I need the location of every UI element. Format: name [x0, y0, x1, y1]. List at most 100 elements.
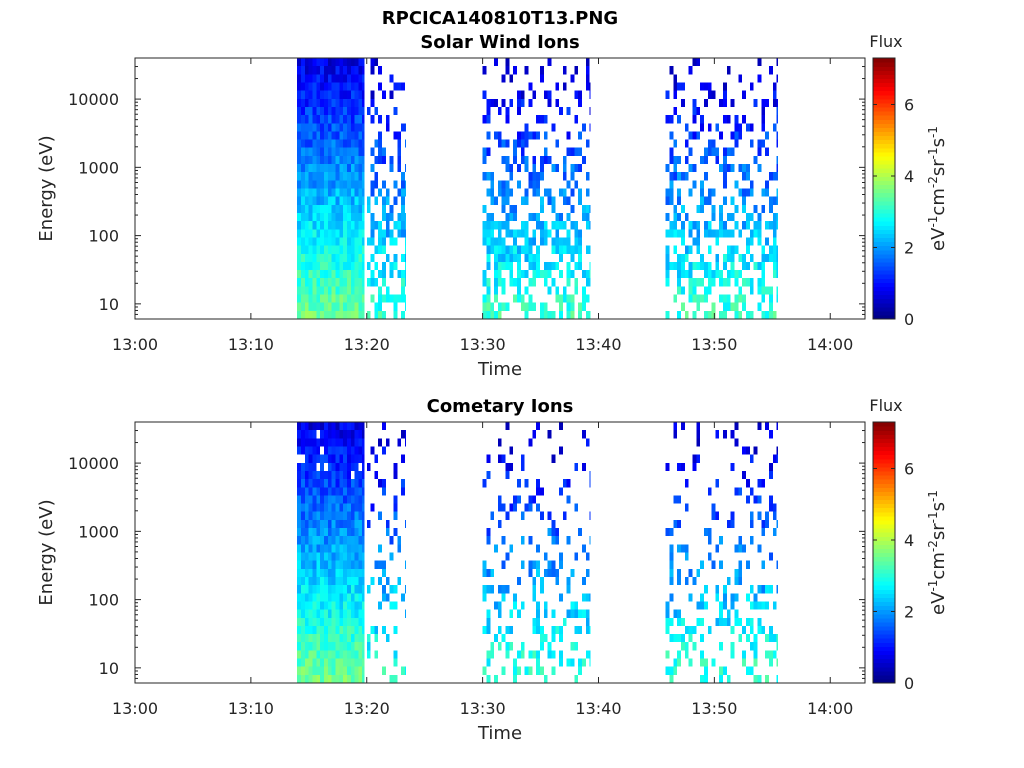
flux-cell	[370, 98, 375, 107]
flux-cell	[589, 625, 591, 635]
flux-cell	[316, 536, 321, 545]
flux-cell	[726, 115, 731, 124]
flux-cell	[517, 650, 521, 659]
flux-cell	[589, 479, 591, 488]
flux-cell	[528, 98, 533, 107]
flux-cell	[301, 438, 305, 447]
colorbar-swatch	[873, 70, 895, 75]
flux-cell	[532, 237, 537, 246]
flux-cell	[327, 147, 332, 156]
flux-cell	[343, 511, 347, 520]
flux-cell	[362, 74, 365, 83]
flux-cell	[482, 278, 487, 287]
flux-cell	[765, 131, 769, 140]
colorbar-swatch	[873, 282, 895, 287]
flux-cell	[370, 115, 375, 124]
flux-cell	[339, 585, 344, 594]
flux-cell	[543, 90, 548, 99]
flux-cell	[505, 196, 510, 205]
flux-cell	[297, 212, 302, 222]
flux-cell	[509, 261, 514, 271]
flux-cell	[532, 261, 537, 271]
colorbar-swatch	[873, 536, 895, 541]
flux-cell	[312, 454, 317, 463]
flux-cell	[312, 147, 317, 156]
flux-cell	[574, 462, 579, 471]
flux-cell	[350, 106, 355, 116]
flux-cell	[320, 98, 324, 107]
flux-cell	[308, 422, 313, 431]
flux-cell	[297, 164, 302, 173]
flux-cell	[297, 98, 302, 107]
flux-cell	[520, 454, 525, 463]
colorbar-swatch	[873, 548, 895, 554]
flux-cell	[715, 237, 720, 246]
flux-cell	[350, 462, 355, 471]
flux-cell	[327, 568, 332, 577]
flux-cell	[335, 625, 340, 635]
flux-cell	[401, 229, 405, 238]
flux-cell	[397, 536, 402, 545]
flux-cell	[339, 503, 344, 512]
x-tick-label: 14:00	[807, 699, 853, 718]
flux-cell	[738, 617, 743, 626]
colorbar-swatch	[873, 180, 895, 186]
flux-cell	[570, 74, 575, 83]
flux-cell	[339, 147, 344, 156]
flux-cell	[513, 601, 518, 610]
flux-cell	[505, 164, 510, 173]
flux-cell	[346, 585, 351, 594]
flux-cell	[723, 147, 727, 156]
flux-cell	[486, 253, 491, 262]
flux-cell	[297, 487, 302, 496]
flux-cell	[343, 106, 347, 116]
flux-cell	[742, 658, 746, 667]
flux-cell	[555, 82, 560, 91]
flux-cell	[378, 479, 383, 488]
flux-cell	[520, 98, 525, 107]
flux-cell	[585, 188, 590, 197]
flux-cell	[528, 302, 533, 311]
flux-cell	[343, 74, 347, 83]
flux-cell	[723, 261, 727, 271]
flux-cell	[362, 634, 365, 643]
flux-cell	[749, 82, 754, 91]
flux-cell	[513, 503, 518, 512]
flux-cell	[734, 294, 739, 303]
flux-cell	[297, 568, 302, 577]
colorbar-swatch	[873, 646, 895, 651]
flux-cell	[551, 609, 556, 618]
flux-cell	[358, 495, 363, 504]
flux-cell	[532, 180, 537, 189]
flux-cell	[339, 430, 344, 439]
flux-cell	[350, 139, 355, 148]
flux-cell	[327, 609, 332, 618]
flux-cell	[696, 261, 701, 271]
flux-cell	[677, 310, 681, 319]
flux-cell	[354, 229, 359, 238]
flux-cell	[312, 237, 317, 246]
colorbar-swatch	[873, 430, 895, 435]
flux-cell	[669, 261, 674, 271]
flux-cell	[362, 164, 365, 173]
flux-cell	[350, 617, 355, 626]
flux-cell	[335, 552, 340, 561]
flux-cell	[517, 245, 521, 254]
flux-cell	[700, 617, 704, 626]
flux-cell	[350, 487, 355, 496]
flux-cell	[335, 131, 340, 140]
flux-cell	[589, 650, 591, 659]
flux-cell	[339, 58, 344, 67]
flux-cell	[559, 446, 563, 455]
flux-cell	[566, 212, 571, 222]
flux-cell	[382, 270, 386, 279]
flux-cell	[776, 658, 779, 667]
flux-cell	[350, 544, 355, 553]
flux-cell	[723, 430, 727, 439]
flux-cell	[742, 253, 746, 262]
flux-cell	[312, 560, 317, 569]
flux-cell	[362, 302, 365, 311]
flux-cell	[578, 229, 583, 238]
flux-cell	[335, 511, 340, 520]
flux-cell	[301, 634, 305, 643]
